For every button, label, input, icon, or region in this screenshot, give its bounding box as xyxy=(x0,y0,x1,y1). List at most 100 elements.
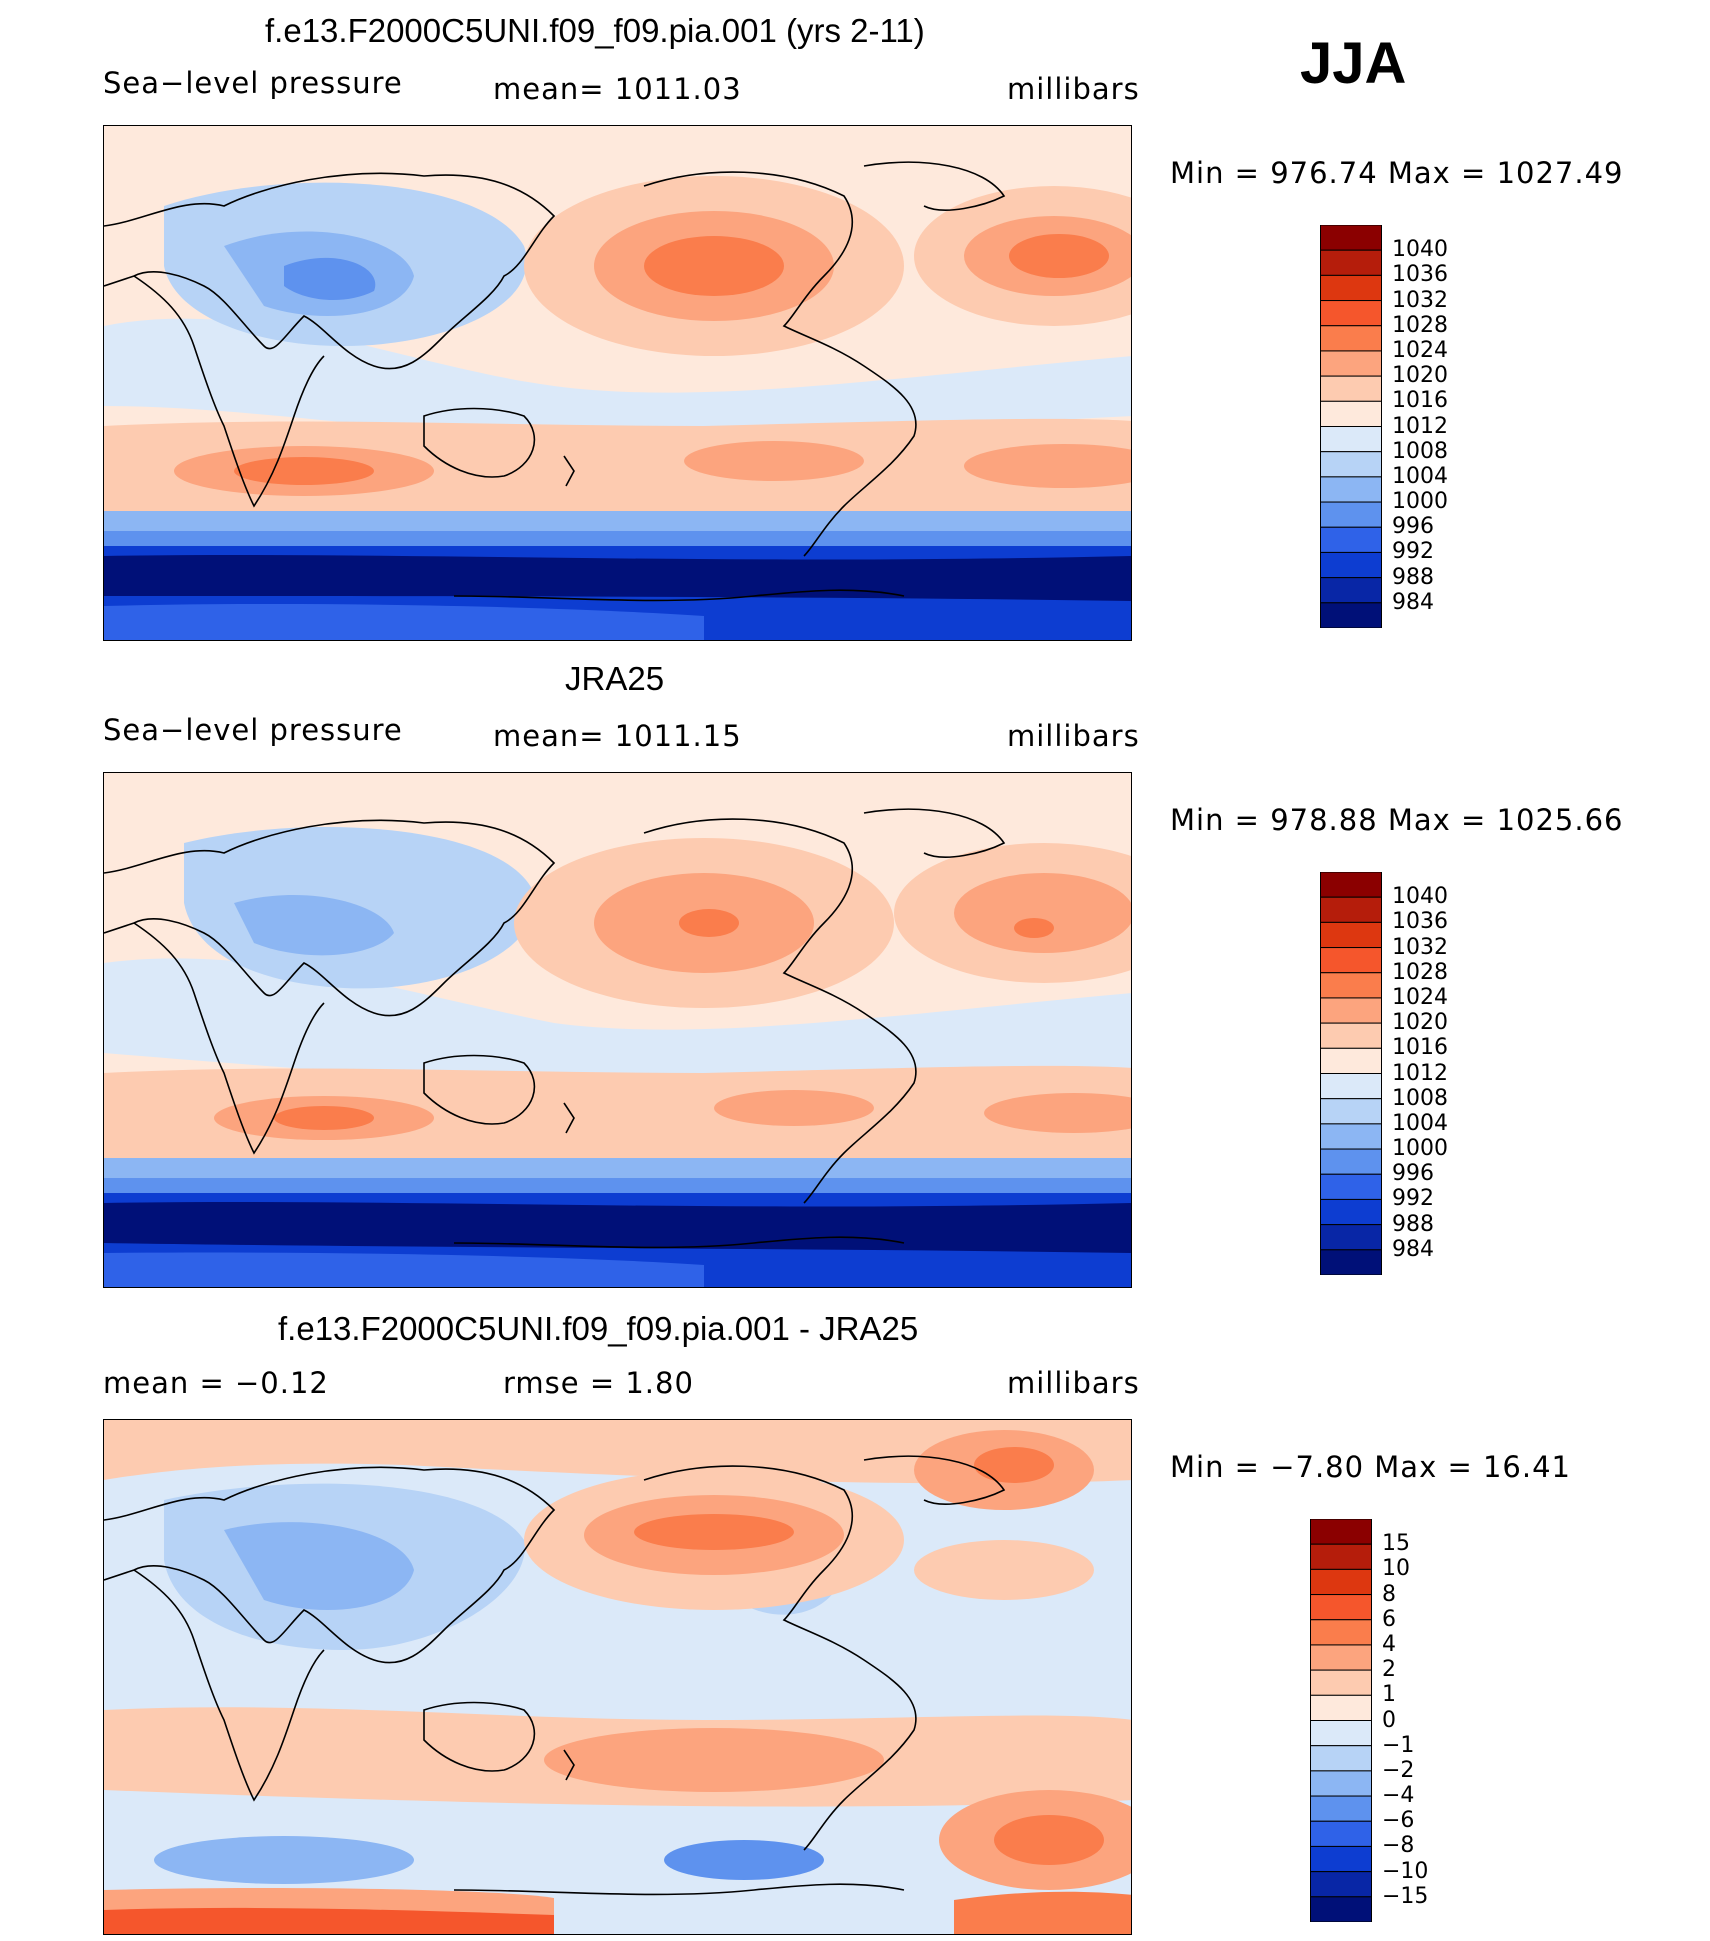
colorbar-obs-swatch xyxy=(1320,1022,1382,1049)
colorbar-obs-tick-label: 1036 xyxy=(1392,909,1448,935)
colorbar-obs-swatch xyxy=(1320,1047,1382,1074)
season-label: JJA xyxy=(1300,31,1407,96)
colorbar-diff-tick-label: −4 xyxy=(1382,1783,1415,1809)
panel-obs-mean: mean= 1011.15 xyxy=(493,719,742,753)
colorbar-model-swatch xyxy=(1320,602,1382,629)
colorbar-obs-tick-label: 1028 xyxy=(1392,959,1448,985)
colorbar-model-swatches xyxy=(1320,224,1382,629)
colorbar-model-swatch xyxy=(1320,300,1382,327)
colorbar-obs-swatch xyxy=(1320,1098,1382,1125)
colorbar-obs xyxy=(1320,871,1382,1276)
colorbar-model-tick-label: 1004 xyxy=(1392,463,1448,489)
colorbar-model-tick-label: 996 xyxy=(1392,514,1434,540)
colorbar-diff-tick-label: 6 xyxy=(1382,1606,1396,1632)
colorbar-obs-swatch xyxy=(1320,1123,1382,1150)
colorbar-diff xyxy=(1310,1518,1372,1923)
panel-model-variable-label: Sea−level pressure xyxy=(103,66,403,100)
colorbar-model-swatch xyxy=(1320,375,1382,402)
colorbar-obs-tick-label: 1020 xyxy=(1392,1010,1448,1036)
panel-model-minmax: Min = 976.74 Max = 1027.49 xyxy=(1170,156,1624,190)
colorbar-diff-swatch xyxy=(1310,1745,1372,1772)
colorbar-diff-tick-label: 1 xyxy=(1382,1682,1396,1708)
colorbar-diff-swatch xyxy=(1310,1594,1372,1621)
colorbar-diff-swatch xyxy=(1310,1820,1372,1847)
colorbar-model-tick-label: 1032 xyxy=(1392,287,1448,313)
colorbar-model-tick-label: 1028 xyxy=(1392,312,1448,338)
colorbar-obs-swatch xyxy=(1320,1073,1382,1100)
colorbar-model-swatch xyxy=(1320,551,1382,579)
colorbar-obs-swatch xyxy=(1320,921,1382,949)
colorbar-diff-swatch xyxy=(1310,1845,1372,1873)
colorbar-diff-tick-label: −15 xyxy=(1382,1883,1429,1909)
colorbar-obs-tick-label: 984 xyxy=(1392,1236,1434,1262)
colorbar-model-swatch xyxy=(1320,224,1382,251)
colorbar-obs-tick-label: 1016 xyxy=(1392,1035,1448,1061)
colorbar-diff-swatch xyxy=(1310,1720,1372,1747)
colorbar-obs-swatch xyxy=(1320,871,1382,898)
colorbar-obs-tick-label: 1000 xyxy=(1392,1136,1448,1162)
colorbar-obs-labels: 1040 1036 1032 1028 1024 1020 1016 1012 1008 1004… xyxy=(1392,872,1492,1275)
colorbar-model-labels: 1040 1036 1032 1028 1024 1020 1016 1012 1008 1004… xyxy=(1392,225,1492,628)
colorbar-model-tick-label: 1036 xyxy=(1392,262,1448,288)
colorbar-diff-tick-label: −2 xyxy=(1382,1757,1415,1783)
colorbar-diff-swatch xyxy=(1310,1669,1372,1696)
panel-model-title: f.e13.F2000C5UNI.f09_f09.pia.001 (yrs 2-… xyxy=(265,12,925,49)
colorbar-model-tick-label: 1008 xyxy=(1392,438,1448,464)
panel-obs-units: millibars xyxy=(1007,719,1140,753)
colorbar-obs-tick-label: 1032 xyxy=(1392,934,1448,960)
colorbar-diff-tick-label: 2 xyxy=(1382,1657,1396,1683)
colorbar-model-swatch xyxy=(1320,249,1382,276)
map-model-slp xyxy=(103,125,1132,641)
colorbar-obs-tick-label: 1024 xyxy=(1392,984,1448,1010)
colorbar-diff-swatch xyxy=(1310,1543,1372,1570)
colorbar-obs-swatch xyxy=(1320,997,1382,1024)
colorbar-model-swatch xyxy=(1320,400,1382,427)
colorbar-model-swatch xyxy=(1320,577,1382,604)
colorbar-obs-tick-label: 1004 xyxy=(1392,1110,1448,1136)
colorbar-diff-tick-label: 10 xyxy=(1382,1556,1410,1582)
colorbar-obs-tick-label: 988 xyxy=(1392,1211,1434,1237)
colorbar-model-swatch xyxy=(1320,501,1382,528)
colorbar-obs-tick-label: 1040 xyxy=(1392,884,1448,910)
colorbar-obs-tick-label: 1012 xyxy=(1392,1060,1448,1086)
colorbar-diff-tick-label: 0 xyxy=(1382,1707,1396,1733)
colorbar-diff-tick-label: −8 xyxy=(1382,1833,1415,1859)
panel-obs-variable-label: Sea−level pressure xyxy=(103,713,403,747)
colorbar-obs-swatch xyxy=(1320,1224,1382,1251)
colorbar-diff-tick-label: −1 xyxy=(1382,1732,1415,1758)
colorbar-model-swatch xyxy=(1320,325,1382,352)
panel-model-units: millibars xyxy=(1007,72,1140,106)
colorbar-obs-tick-label: 1008 xyxy=(1392,1085,1448,1111)
colorbar-obs-swatch xyxy=(1320,972,1382,999)
colorbar-diff-labels: 15 10 8 6 4 2 1 0 −1 −2 −4 −6 −8 −10 −15 xyxy=(1382,1519,1482,1922)
colorbar-model-tick-label: 984 xyxy=(1392,589,1434,615)
colorbar-obs-swatch xyxy=(1320,1173,1382,1200)
colorbar-model-swatch xyxy=(1320,451,1382,478)
colorbar-model-tick-label: 992 xyxy=(1392,539,1434,565)
colorbar-diff-tick-label: 8 xyxy=(1382,1581,1396,1607)
panel-diff-units: millibars xyxy=(1007,1366,1140,1400)
colorbar-obs-swatch xyxy=(1320,896,1382,923)
colorbar-diff-swatch xyxy=(1310,1644,1372,1671)
colorbar-model-swatch xyxy=(1320,274,1382,302)
colorbar-obs-swatch xyxy=(1320,1249,1382,1276)
colorbar-model-tick-label: 988 xyxy=(1392,564,1434,590)
map-obs-slp xyxy=(103,772,1132,1288)
colorbar-model-tick-label: 1040 xyxy=(1392,237,1448,263)
colorbar-obs-swatch xyxy=(1320,1148,1382,1175)
colorbar-model-swatch xyxy=(1320,476,1382,503)
colorbar-model-tick-label: 1000 xyxy=(1392,489,1448,515)
colorbar-diff-tick-label: −10 xyxy=(1382,1858,1429,1884)
colorbar-obs-swatch xyxy=(1320,1198,1382,1226)
panel-diff-mean: mean = −0.12 xyxy=(103,1366,329,1400)
colorbar-diff-swatch xyxy=(1310,1518,1372,1545)
colorbar-diff-tick-label: −6 xyxy=(1382,1808,1415,1834)
colorbar-model xyxy=(1320,224,1382,629)
colorbar-diff-swatch xyxy=(1310,1619,1372,1646)
colorbar-model-tick-label: 1016 xyxy=(1392,388,1448,414)
colorbar-diff-tick-label: 4 xyxy=(1382,1631,1396,1657)
colorbar-diff-swatch xyxy=(1310,1694,1372,1721)
panel-diff-minmax: Min = −7.80 Max = 16.41 xyxy=(1170,1450,1571,1484)
colorbar-diff-swatches xyxy=(1310,1518,1372,1923)
